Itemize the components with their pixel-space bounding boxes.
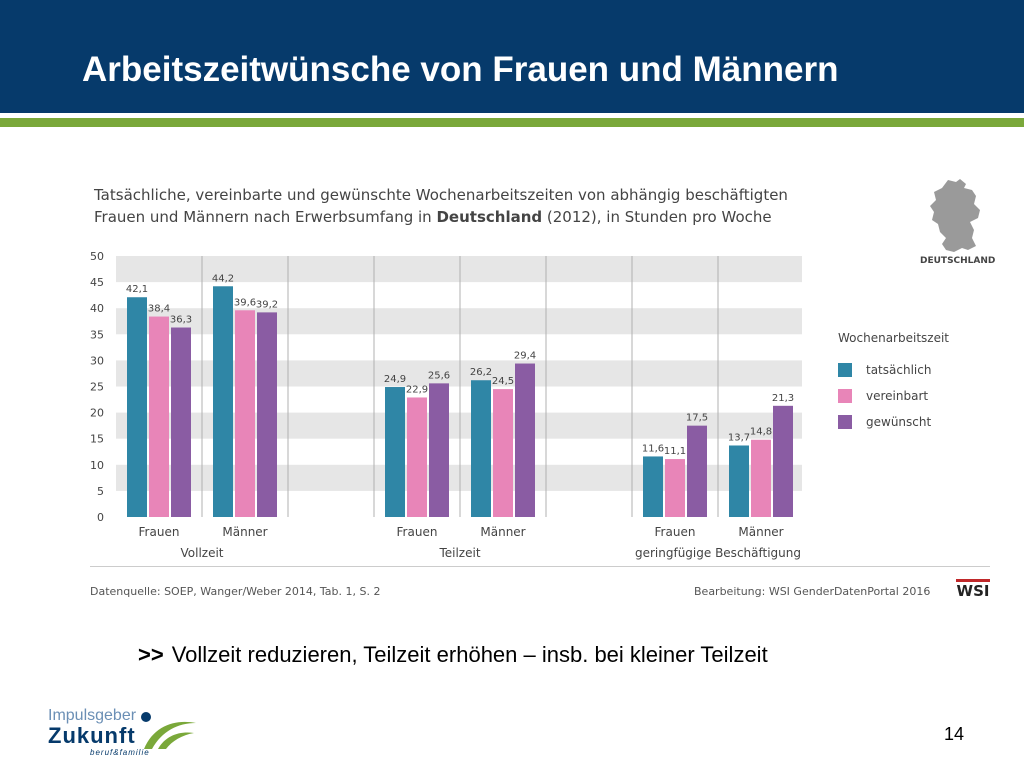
- header-divider-white: [0, 113, 1024, 118]
- note-arrows: >>: [138, 642, 164, 667]
- bar-gewuenscht: [257, 312, 277, 517]
- bar-tatsaechlich: [729, 445, 749, 517]
- x-category-label: Frauen: [397, 525, 438, 539]
- bar-vereinbart: [149, 316, 169, 517]
- slide-header: Arbeitszeitwünsche von Frauen und Männer…: [0, 0, 1024, 113]
- bar-vereinbart: [235, 310, 255, 517]
- bar-chart: 0 5 10 15 20 25 30 35 40 45 50 42,138,436,3 Frauen 44…: [90, 250, 802, 560]
- page-number: 14: [944, 724, 965, 744]
- bar-value-label: 29,4: [514, 351, 536, 362]
- y-tick-label: 40: [90, 302, 104, 315]
- bar-gewuenscht: [171, 327, 191, 517]
- bar-vereinbart: [665, 459, 685, 517]
- y-tick-label: 50: [90, 250, 104, 263]
- bar-vereinbart: [407, 397, 427, 517]
- grid-band: [116, 256, 802, 283]
- x-group-label: geringfügige Beschäftigung: [635, 546, 801, 560]
- legend-swatch: [838, 415, 852, 429]
- figure-title-part: (2012), in Stunden pro Woche: [542, 208, 772, 226]
- x-group-label: Vollzeit: [180, 546, 223, 560]
- logo-swoosh-icon: [141, 712, 196, 749]
- legend-label: vereinbart: [866, 389, 929, 403]
- impulsgeber-zukunft-logo: Impulsgeber Zukunft beruf&familie: [48, 707, 208, 762]
- germany-map-icon: [922, 178, 992, 278]
- editing-credit: Bearbeitung: WSI GenderDatenPortal 2016: [694, 585, 931, 598]
- y-tick-label: 25: [90, 381, 104, 394]
- y-tick-label: 20: [90, 407, 104, 420]
- x-category-label: Männer: [222, 525, 267, 539]
- logo-sub-text: beruf&familie: [90, 748, 150, 757]
- legend-item-tatsaechlich: tatsächlich: [838, 357, 949, 383]
- bar-value-label: 11,6: [642, 443, 664, 454]
- bar-value-label: 24,9: [384, 374, 406, 385]
- figure-title-part: Frauen und Männern nach Erwerbsumfang in: [94, 208, 437, 226]
- y-tick-label: 45: [90, 276, 104, 289]
- chart-legend: Wochenarbeitszeit tatsächlich vereinbart…: [838, 331, 949, 435]
- bar-value-label: 25,6: [428, 370, 450, 381]
- note-text: Vollzeit reduzieren, Teilzeit erhöhen – …: [171, 642, 768, 667]
- bar-value-label: 38,4: [148, 304, 170, 315]
- bar-value-label: 24,5: [492, 376, 514, 387]
- bar-value-label: 22,9: [406, 384, 428, 395]
- bar-tatsaechlich: [643, 456, 663, 517]
- bar-tatsaechlich: [385, 387, 405, 517]
- bar-gewuenscht: [515, 363, 535, 517]
- x-category-label: Männer: [738, 525, 783, 539]
- y-tick-label: 10: [90, 459, 104, 472]
- y-tick-label: 35: [90, 328, 104, 341]
- logo-top-text: Impulsgeber: [48, 707, 137, 724]
- bar-tatsaechlich: [127, 297, 147, 517]
- x-category-label: Männer: [480, 525, 525, 539]
- figure-title-country: Deutschland: [436, 208, 543, 226]
- legend-label: gewünscht: [866, 415, 932, 429]
- legend-swatch: [838, 363, 852, 377]
- bar-value-label: 13,7: [728, 432, 750, 443]
- bar-vereinbart: [493, 389, 513, 517]
- bar-value-label: 36,3: [170, 315, 192, 326]
- bar-value-label: 39,2: [256, 299, 278, 310]
- bar-value-label: 11,1: [664, 446, 686, 457]
- legend-swatch: [838, 389, 852, 403]
- source-divider: [90, 566, 990, 567]
- legend-item-vereinbart: vereinbart: [838, 383, 949, 409]
- bar-gewuenscht: [773, 405, 793, 517]
- y-tick-label: 5: [97, 485, 104, 498]
- logo-main-text: Zukunft: [48, 723, 136, 748]
- data-source: Datenquelle: SOEP, Wanger/Weber 2014, Ta…: [90, 585, 381, 598]
- y-tick-label: 30: [90, 354, 104, 367]
- bar-gewuenscht: [429, 383, 449, 517]
- bar-value-label: 14,8: [750, 427, 772, 438]
- bar-value-label: 39,6: [234, 297, 256, 308]
- legend-item-gewuenscht: gewünscht: [838, 409, 949, 435]
- bar-value-label: 26,2: [470, 367, 492, 378]
- legend-title: Wochenarbeitszeit: [838, 331, 949, 345]
- x-category-label: Frauen: [139, 525, 180, 539]
- figure-title-line-2: Frauen und Männern nach Erwerbsumfang in…: [94, 208, 772, 226]
- figure-title-line-1: Tatsächliche, vereinbarte und gewünschte…: [94, 186, 788, 204]
- wsi-logo: WSI: [956, 579, 990, 601]
- bar-value-label: 44,2: [212, 273, 234, 284]
- map-label: DEUTSCHLAND: [920, 256, 996, 266]
- bar-vereinbart: [751, 439, 771, 517]
- bar-value-label: 42,1: [126, 284, 148, 295]
- bar-tatsaechlich: [471, 380, 491, 517]
- legend-label: tatsächlich: [866, 363, 932, 377]
- slide-title: Arbeitszeitwünsche von Frauen und Männer…: [82, 50, 839, 89]
- chart-figure: Tatsächliche, vereinbarte und gewünschte…: [78, 168, 1016, 608]
- y-tick-label: 0: [97, 511, 104, 524]
- summary-note: >> Vollzeit reduzieren, Teilzeit erhöhen …: [138, 642, 768, 668]
- x-category-label: Frauen: [655, 525, 696, 539]
- header-divider-green: [0, 118, 1024, 127]
- y-tick-label: 15: [90, 433, 104, 446]
- bar-value-label: 17,5: [686, 413, 708, 424]
- bar-gewuenscht: [687, 425, 707, 517]
- bar-tatsaechlich: [213, 286, 233, 517]
- x-group-label: Teilzeit: [438, 546, 480, 560]
- bar-value-label: 21,3: [772, 393, 794, 404]
